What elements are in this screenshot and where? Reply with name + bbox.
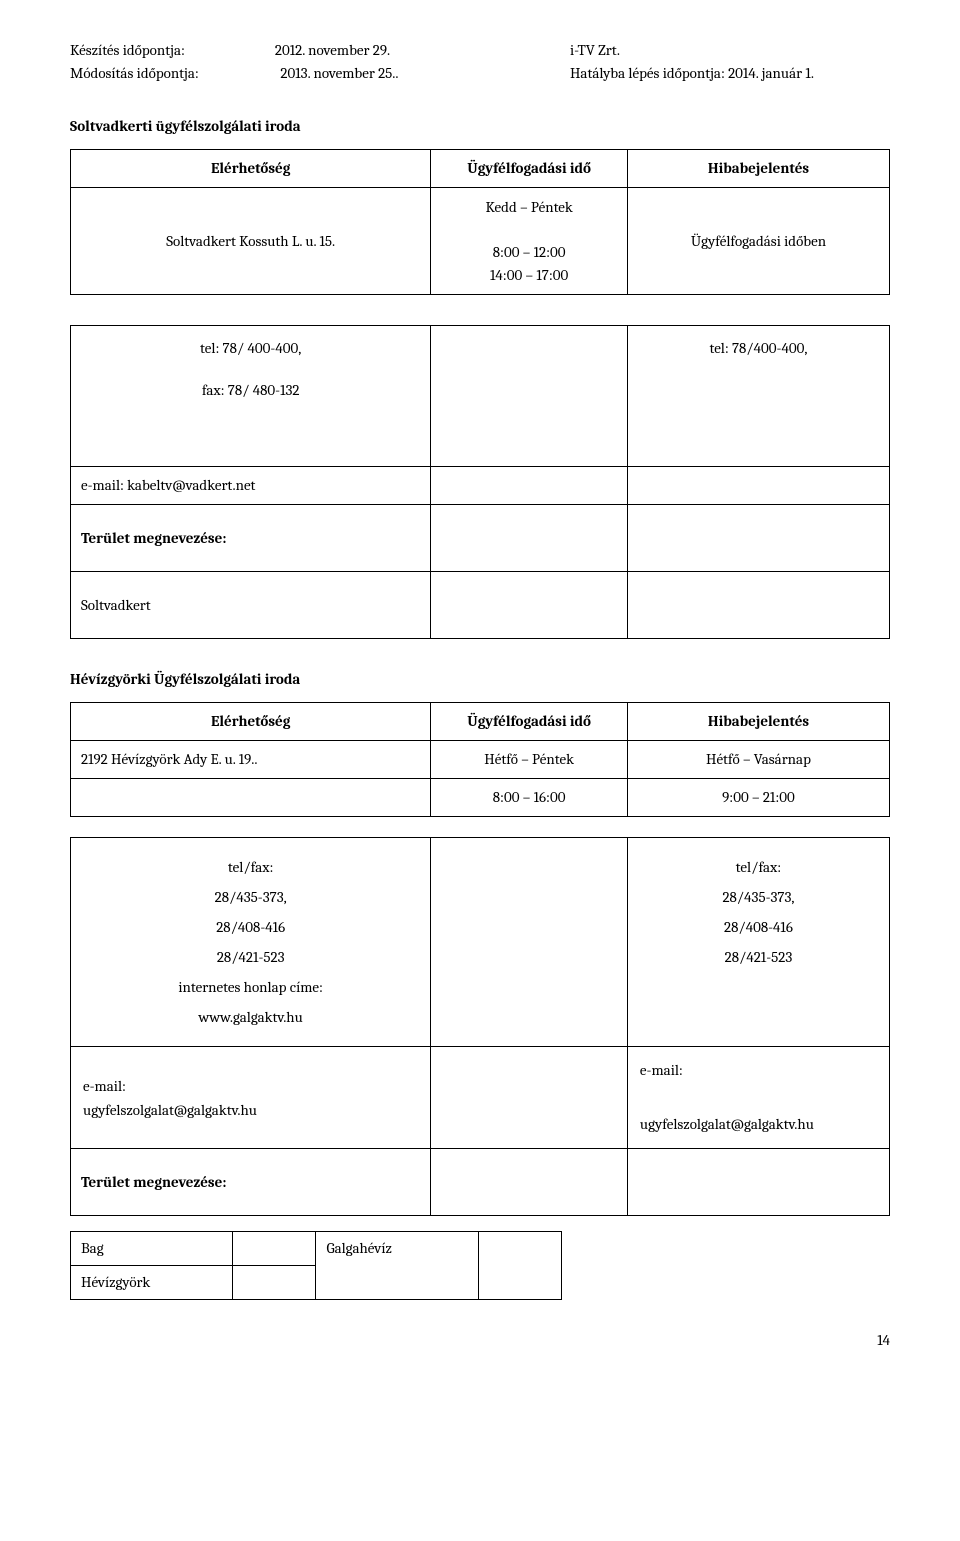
s1t2-tel: tel: 78/ 400-400, [200,339,301,357]
s1t1-times: Kedd – Péntek 8:00 – 12:00 14:00 – 17:00 [431,188,628,295]
header-right-2: Hatályba lépés időpontja: 2014. január 1… [570,63,890,84]
s2t2-mid3 [431,1149,628,1216]
section1-table1: Elérhetőség Ügyfélfogadási idő Hibabejel… [70,149,890,295]
header-right-1: i-TV Zrt. [570,40,890,61]
s2t3-r2c1: Hévízgyörk [71,1266,233,1300]
s2t3-r1c4 [478,1232,562,1300]
s1t1-h1: Elérhetőség [71,150,431,188]
s1t1-h3: Hibabejelentés [627,150,889,188]
section2-table2: tel/fax: 28/435-373, 28/408-416 28/421-5… [70,837,890,1216]
s2t2-right: tel/fax: 28/435-373, 28/408-416 28/421-5… [627,838,889,1047]
s2t1-h2: Ügyfélfogadási idő [431,703,628,741]
s2t3-r1c3: Galgahévíz [316,1232,478,1300]
s2t2-eml-l-val: ugyfelszolgalat@galgaktv.hu [83,1101,257,1119]
page-number: 14 [70,1330,890,1351]
s2t2-l0: tel/fax: [228,858,274,876]
s2t1-c2a: Hétfő – Péntek [431,741,628,779]
s2t2-r3: 28/421-523 [725,948,793,966]
section2-table3: Bag Galgahévíz Hévízgyörk [70,1231,562,1300]
s2t2-l3: 28/421-523 [217,948,285,966]
s2t2-r3c [627,1149,889,1216]
s1t2-mid1 [431,326,628,467]
s2t2-eml-r: e-mail: ugyfelszolgalat@galgaktv.hu [627,1047,889,1149]
s1t2-telr: tel: 78/400-400, [627,326,889,467]
section2-title: Hévízgyörki Ügyfélszolgálati iroda [70,669,890,690]
header-left-1: Készítés időpontja: [70,40,185,61]
section1-title: Soltvadkerti ügyfélszolgálati iroda [70,116,890,137]
s1t1-t1: 8:00 – 12:00 [493,243,566,261]
s2t2-r1: 28/435-373, [722,888,794,906]
s2t3-r1c2 [233,1232,316,1266]
s1t1-t2: 14:00 – 17:00 [490,266,568,284]
s2t2-eml-l-lbl: e-mail: [83,1077,126,1095]
s2t1-empty [71,779,431,817]
s2t3-r2c2 [233,1266,316,1300]
header-mid-2: 2013. november 25.. [280,63,398,84]
s1t2-mid2 [431,467,628,505]
s2t1-c3b: 9:00 – 21:00 [627,779,889,817]
s2t2-eml-r-lbl: e-mail: [640,1061,683,1079]
s1t2-mid4 [431,572,628,639]
s2t1-addr: 2192 Hévízgyörk Ady E. u. 19.. [71,741,431,779]
s1t2-arealbl: Terület megnevezése: [71,505,431,572]
s2t1-h3: Hibabejelentés [627,703,889,741]
s2t2-arealbl: Terület megnevezése: [71,1149,431,1216]
s2t2-l5: www.galgaktv.hu [199,1008,303,1026]
header-row-2: Módosítás időpontja: 2013. november 25..… [70,63,890,84]
s1t1-note: Ügyfélfogadási időben [627,188,889,295]
s1t1-address: Soltvadkert Kossuth L. u. 15. [71,188,431,295]
s2t1-c2b: 8:00 – 16:00 [431,779,628,817]
s1t2-fax: fax: 78/ 480-132 [202,381,300,399]
s2t3-r1c1: Bag [71,1232,233,1266]
s1t2-r2 [627,467,889,505]
s1t2-r4 [627,572,889,639]
s2t1-h1: Elérhetőség [71,703,431,741]
s2t2-left: tel/fax: 28/435-373, 28/408-416 28/421-5… [71,838,431,1047]
s2t1-c3a: Hétfő – Vasárnap [627,741,889,779]
header-mid-1: 2012. november 29. [275,40,390,61]
doc-header: Készítés időpontja: 2012. november 29. i… [70,40,890,84]
s2t2-l4: internetes honlap címe: [178,978,323,996]
section2-table1: Elérhetőség Ügyfélfogadási idő Hibabejel… [70,702,890,817]
s2t2-l1: 28/435-373, [215,888,287,906]
s1t1-h2: Ügyfélfogadási idő [431,150,628,188]
s2t2-r2: 28/408-416 [724,918,793,936]
s2t2-mid2 [431,1047,628,1149]
s2t2-eml-l: e-mail: ugyfelszolgalat@galgaktv.hu [71,1047,431,1149]
s2t2-eml-r-val: ugyfelszolgalat@galgaktv.hu [640,1115,814,1133]
header-left-2: Módosítás időpontja: [70,63,199,84]
s2t2-mid1 [431,838,628,1047]
s1t1-days: Kedd – Péntek [485,198,572,216]
s1t2-telblock: tel: 78/ 400-400, fax: 78/ 480-132 [71,326,431,467]
s1t2-email: e-mail: kabeltv@vadkert.net [71,467,431,505]
s1t2-mid3 [431,505,628,572]
s2t2-l2: 28/408-416 [216,918,285,936]
s1t2-r3 [627,505,889,572]
header-row-1: Készítés időpontja: 2012. november 29. i… [70,40,890,61]
section1-table2: tel: 78/ 400-400, fax: 78/ 480-132 tel: … [70,325,890,639]
s1t2-areaval: Soltvadkert [71,572,431,639]
s2t2-r0: tel/fax: [736,858,782,876]
